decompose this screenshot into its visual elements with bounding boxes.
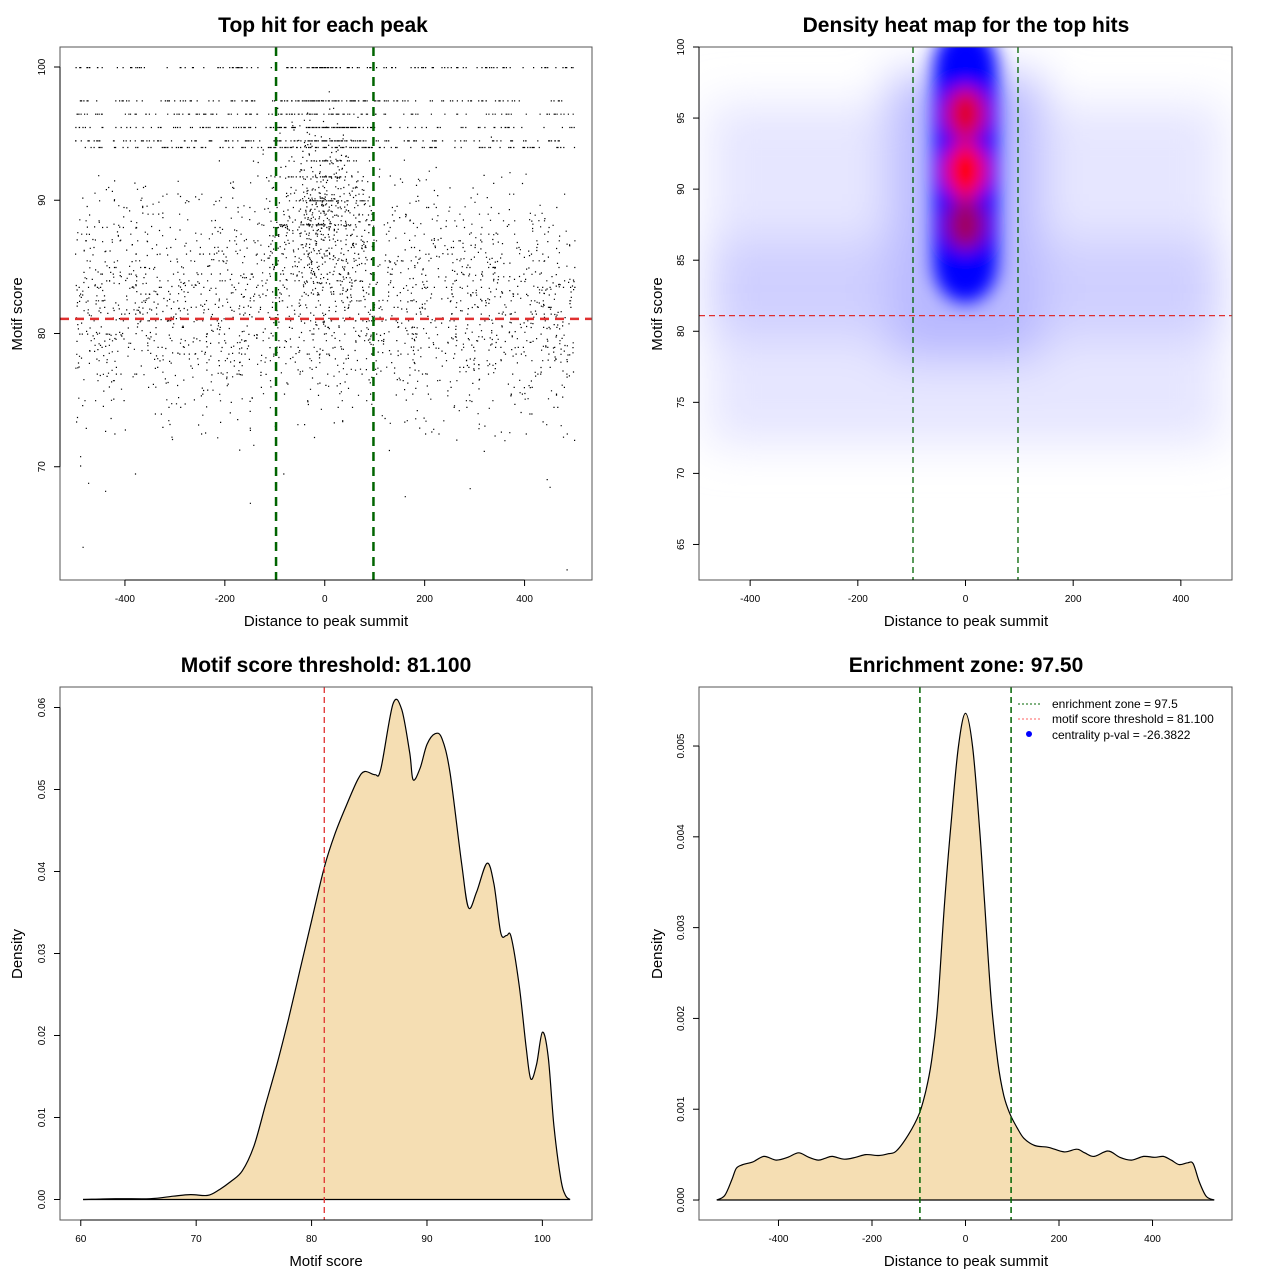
score-density-title: Motif score threshold: 81.100 [181,654,472,677]
x-tick-label: 200 [1065,594,1082,605]
x-tick-label: 70 [191,1234,203,1245]
x-tick-label: 200 [1051,1234,1068,1245]
y-tick-label: 100 [676,38,687,55]
enrichment-title: Enrichment zone: 97.50 [849,654,1084,677]
x-tick-label: 90 [421,1234,433,1245]
y-tick-label: 0.01 [37,1107,48,1127]
y-tick-label: 70 [676,467,687,479]
y-tick-label: 85 [676,254,687,266]
y-tick-label: 75 [676,396,687,408]
legend-label-enrichment: enrichment zone = 97.5 [1052,697,1178,711]
scatter-panel: Top hit for each peak Distance to peak s… [9,14,593,630]
score-density-ylabel: Density [9,928,26,979]
y-tick-label: 0.003 [676,915,687,940]
y-tick-label: 0.05 [37,779,48,799]
x-tick-label: 400 [1173,594,1190,605]
enrichment-panel: Enrichment zone: 97.50 Distance to peak … [649,654,1233,1270]
y-tick-label: 90 [676,183,687,195]
heatmap-panel: Density heat map for the top hits Distan… [649,14,1233,630]
x-tick-label: -200 [862,1234,882,1245]
y-tick-label: 90 [37,194,48,206]
x-tick-label: 200 [416,594,433,605]
y-tick-label: 0.002 [676,1005,687,1030]
x-tick-label: -400 [115,594,135,605]
scatter-xlabel: Distance to peak summit [244,613,409,630]
y-tick-label: 80 [37,327,48,339]
legend-label-threshold: motif score threshold = 81.100 [1052,712,1214,726]
x-tick-label: 400 [516,594,533,605]
x-tick-label: -200 [848,594,868,605]
heatmap-hotspot [946,199,985,251]
density-area [83,699,571,1200]
density-area [716,713,1215,1201]
y-tick-label: 70 [37,461,48,473]
y-tick-label: 95 [676,112,687,124]
y-tick-label: 0.03 [37,943,48,963]
y-tick-label: 0.005 [676,733,687,758]
scatter-title: Top hit for each peak [218,14,428,37]
y-tick-label: 0.02 [37,1025,48,1045]
x-tick-label: 0 [963,1234,969,1245]
y-tick-label: 0.04 [37,861,48,881]
x-tick-label: -400 [740,594,760,605]
score-density-panel: Motif score threshold: 81.100 Motif scor… [9,654,593,1270]
heatmap-hotspot [944,142,987,199]
y-tick-label: 80 [676,325,687,337]
heatmap-xlabel: Distance to peak summit [884,613,1049,630]
x-tick-label: 400 [1144,1234,1161,1245]
y-tick-label: 0.000 [676,1187,687,1212]
y-tick-label: 0.06 [37,697,48,717]
x-tick-label: 100 [534,1234,551,1245]
heatmap-title: Density heat map for the top hits [803,14,1130,37]
y-tick-label: 0.004 [676,824,687,849]
legend: enrichment zone = 97.5 motif score thres… [1018,697,1214,742]
y-tick-label: 65 [676,538,687,550]
heatmap-density [699,47,1232,580]
density-curve [716,712,1215,1201]
heatmap-ylabel: Motif score [649,277,666,350]
x-tick-label: 60 [75,1234,87,1245]
x-tick-label: -200 [215,594,235,605]
scatter-ylabel: Motif score [9,277,26,350]
x-tick-label: -400 [768,1234,788,1245]
y-tick-label: 0.001 [676,1096,687,1121]
enrichment-xlabel: Distance to peak summit [884,1253,1049,1270]
score-density-xlabel: Motif score [289,1253,362,1270]
legend-point-centrality [1026,731,1032,737]
legend-label-centrality: centrality p-val = -26.3822 [1052,728,1191,742]
heatmap-core-layer [933,47,998,303]
x-tick-label: 0 [322,594,328,605]
heatmap-hotspot [945,87,986,141]
enrichment-ylabel: Density [649,928,666,979]
x-tick-label: 80 [306,1234,318,1245]
y-tick-label: 0.00 [37,1189,48,1209]
x-tick-label: 0 [963,594,969,605]
y-tick-label: 100 [37,58,48,75]
density-curve [83,698,571,1201]
